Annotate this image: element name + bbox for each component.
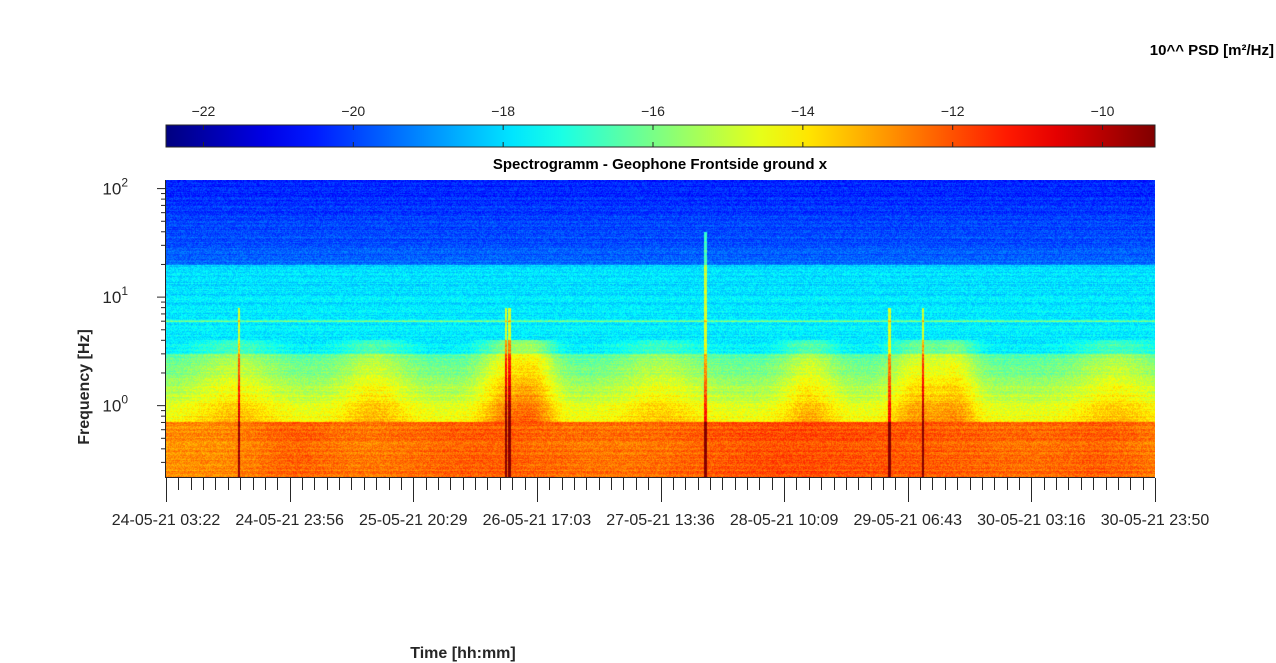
x-tick-label: 30-05-21 23:50: [1101, 512, 1210, 529]
spectrogram-heatmap: [166, 180, 1155, 477]
x-tick-label: 24-05-21 23:56: [235, 512, 344, 529]
y-tick-label: 101: [102, 284, 128, 307]
colorbar-gradient: [166, 125, 1155, 147]
colorbar-label: 10^^ PSD [m²/Hz]: [1150, 42, 1274, 59]
y-axis-label: Frequency [Hz]: [76, 329, 93, 445]
y-tick-label: 102: [102, 176, 128, 199]
colorbar-frame: [165, 124, 1156, 148]
colorbar-tick-label: −10: [1091, 103, 1115, 119]
colorbar-tick-label: −12: [941, 103, 965, 119]
x-tick-label: 24-05-21 03:22: [112, 512, 221, 529]
x-tick-label: 27-05-21 13:36: [606, 512, 715, 529]
x-tick-label: 29-05-21 06:43: [853, 512, 962, 529]
plot-area: [165, 180, 1155, 478]
y-tick-label: 100: [102, 393, 128, 416]
chart-title: Spectrogramm - Geophone Frontside ground…: [493, 156, 828, 173]
colorbar-ticks: −22 −20 −18 −16 −14 −12 −10: [192, 103, 1115, 147]
x-tick-label: 26-05-21 17:03: [483, 512, 592, 529]
colorbar-tick-label: −18: [491, 103, 515, 119]
colorbar-tick-label: −20: [341, 103, 365, 119]
x-tick-label: 28-05-21 10:09: [730, 512, 839, 529]
colorbar-tick-label: −14: [791, 103, 815, 119]
x-axis-ticks: 24-05-21 03:22 24-05-21 23:56 25-05-21 20:…: [112, 478, 1210, 529]
x-tick-label: 30-05-21 03:16: [977, 512, 1086, 529]
colorbar: [165, 124, 1156, 148]
colorbar-tick-label: −16: [641, 103, 665, 119]
x-axis-label: Time [hh:mm]: [410, 645, 515, 662]
x-tick-label: 25-05-21 20:29: [359, 512, 468, 529]
y-axis-ticks: 100 101 102: [102, 176, 166, 463]
colorbar-tick-label: −22: [192, 103, 216, 119]
